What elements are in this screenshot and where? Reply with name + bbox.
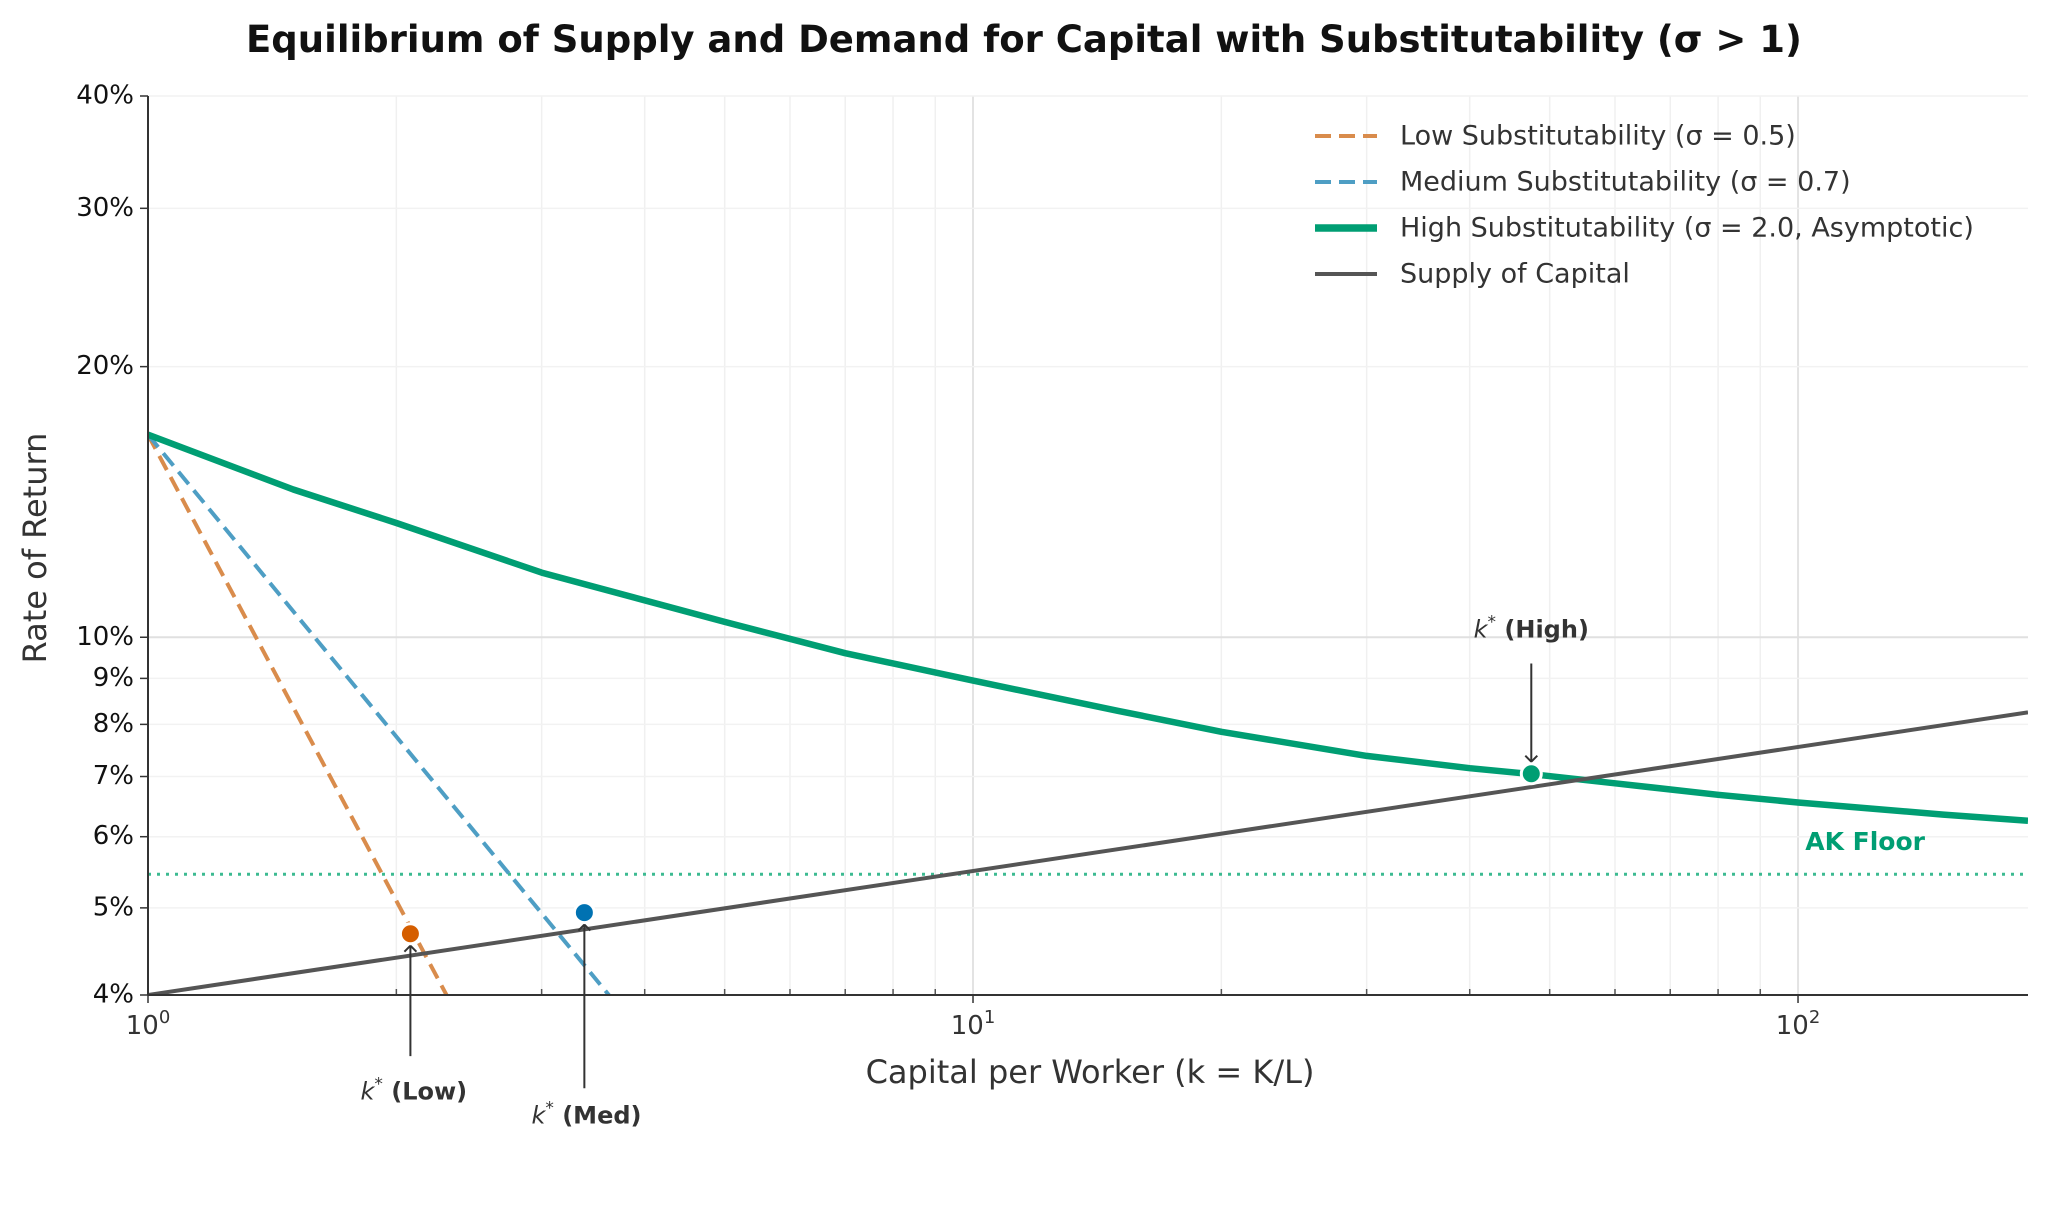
equilibrium-point-2: [572, 901, 596, 925]
y-tick-label: 40%: [76, 81, 134, 111]
axes: [147, 96, 2028, 996]
minor-grid: [395, 96, 1762, 995]
y-tick-label: 6%: [93, 821, 134, 851]
y-axis-label: Rate of Return: [16, 433, 54, 664]
legend-label-4: Supply of Capital: [1400, 259, 1630, 290]
equilibrium-point-1: [398, 922, 422, 946]
y-tick-label: 9%: [93, 663, 134, 693]
chart-title: Equilibrium of Supply and Demand for Cap…: [246, 18, 1802, 61]
annotation-label-1: k* (Low): [361, 1075, 468, 1106]
legend-label-1: Low Substitutability (σ = 0.5): [1400, 121, 1796, 152]
y-tick-label: 20%: [76, 351, 134, 381]
annotations: k* (Low) k* (Med) k* (High): [361, 612, 1589, 1129]
equilibrium-point-3: [1519, 762, 1543, 786]
series-line-3: [148, 431, 2028, 825]
ak-floor-label: AK Floor: [1805, 827, 1925, 856]
y-tick-label: 5%: [93, 892, 134, 922]
y-tick-label: 10%: [76, 622, 134, 652]
series-line-4: [148, 710, 2028, 995]
x-tick-label: 101: [951, 1007, 996, 1041]
annotation-label-2: k* (Med): [531, 1098, 641, 1129]
ak-floor-line: AK Floor: [148, 827, 2028, 876]
y-tick-label: 8%: [93, 709, 134, 739]
y-tick-label: 30%: [76, 193, 134, 223]
legend: Low Substitutability (σ = 0.5) Medium Sub…: [1315, 121, 1974, 290]
legend-label-2: Medium Substitutability (σ = 0.7): [1400, 167, 1851, 198]
major-grid: [147, 95, 2028, 996]
annotation-label-3: k* (High): [1474, 612, 1589, 643]
y-tick-label: 4%: [93, 980, 134, 1010]
tick-labels: 4% 5% 6% 7% 8% 9% 10% 20% 30% 40% 100 101 102: [76, 81, 1820, 1042]
x-tick-label: 100: [126, 1007, 171, 1041]
series-group: [148, 431, 2028, 995]
equilibrium-points: [398, 762, 1543, 946]
x-tick-label: 102: [1776, 1007, 1821, 1041]
y-tick-label: 7%: [93, 761, 134, 791]
x-axis-label: Capital per Worker (k = K/L): [866, 1053, 1315, 1091]
legend-label-3: High Substitutability (σ = 2.0, Asymptot…: [1400, 213, 1974, 244]
